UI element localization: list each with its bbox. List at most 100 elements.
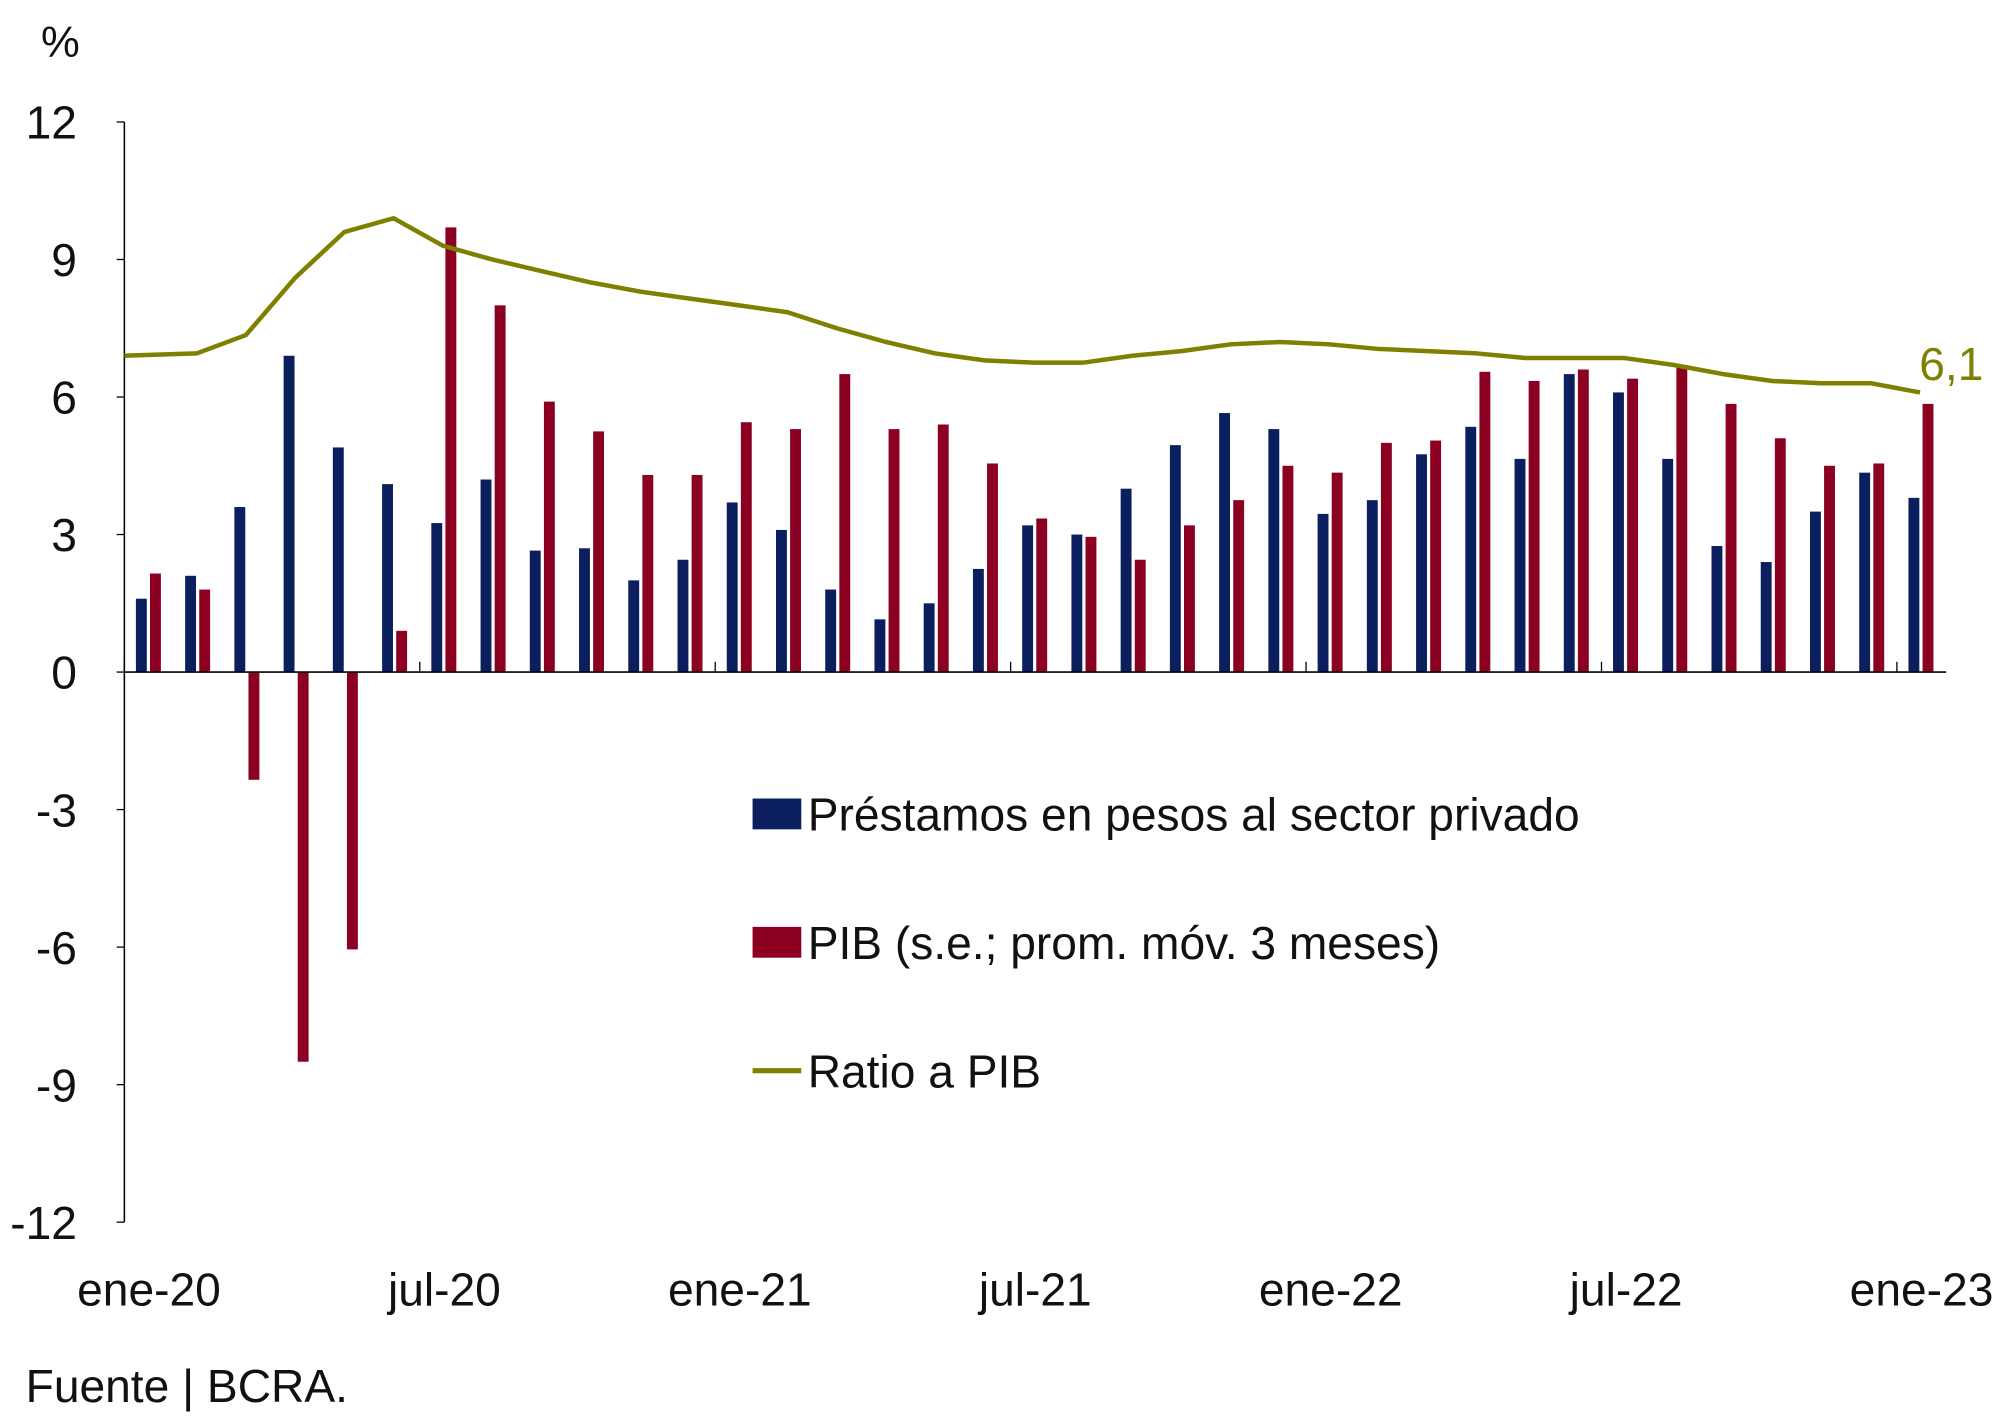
bar-prestamos bbox=[185, 575, 197, 673]
bar-pib bbox=[1282, 465, 1294, 673]
legend-swatch-pib bbox=[752, 926, 802, 958]
bar-pib bbox=[1233, 500, 1245, 673]
bar-prestamos bbox=[1120, 488, 1132, 673]
bar-prestamos bbox=[1662, 458, 1674, 673]
bar-pib bbox=[1134, 559, 1146, 673]
bar-prestamos bbox=[1760, 562, 1772, 673]
bar-prestamos bbox=[1071, 534, 1083, 673]
bar-prestamos bbox=[1268, 429, 1280, 673]
legend-label-ratio: Ratio a PIB bbox=[808, 1045, 1041, 1097]
x-tick-label: ene-22 bbox=[1259, 1264, 1403, 1316]
bar-pib bbox=[691, 474, 703, 673]
bar-pib bbox=[1922, 403, 1934, 673]
bar-pib bbox=[199, 589, 211, 673]
bar-pib bbox=[1085, 536, 1097, 673]
x-tick-label: jul-20 bbox=[386, 1264, 501, 1316]
legend-swatch-prestamos bbox=[752, 798, 802, 830]
bar-pib bbox=[937, 424, 949, 673]
bar-prestamos bbox=[1563, 374, 1575, 673]
bar-prestamos bbox=[1219, 413, 1231, 673]
bar-prestamos bbox=[825, 589, 837, 673]
bar-pib bbox=[1430, 440, 1442, 673]
x-tick-label: ene-20 bbox=[77, 1264, 221, 1316]
bar-prestamos bbox=[135, 598, 147, 673]
bar-pib bbox=[987, 463, 998, 673]
y-tick-label: -12 bbox=[10, 1197, 77, 1249]
bar-pib bbox=[396, 630, 408, 673]
y-tick-label: -6 bbox=[36, 922, 77, 974]
bars bbox=[135, 227, 1934, 1062]
bar-pib bbox=[642, 474, 654, 673]
y-axis: 12 9 6 3 0 -3 -6 -9 -12 bbox=[10, 97, 125, 1249]
bar-pib bbox=[1824, 465, 1835, 673]
bar-prestamos bbox=[579, 548, 590, 673]
bar-pib bbox=[346, 672, 358, 950]
bar-prestamos bbox=[1169, 445, 1181, 673]
x-axis: ene-20 jul-20 ene-21 jul-21 ene-22 jul-22 ene-… bbox=[77, 1264, 1993, 1316]
bar-prestamos bbox=[874, 619, 886, 673]
bar-prestamos bbox=[1514, 458, 1526, 673]
bar-prestamos bbox=[480, 479, 492, 673]
bar-prestamos bbox=[1416, 454, 1427, 673]
ratio-line-path bbox=[124, 215, 1921, 395]
bar-pib bbox=[1774, 438, 1786, 673]
ratio-line bbox=[124, 215, 1921, 395]
y-tick-label: 0 bbox=[51, 647, 77, 699]
bar-pib bbox=[1183, 525, 1195, 673]
bar-pib bbox=[790, 429, 801, 673]
bar-prestamos bbox=[775, 529, 787, 673]
bar-pib bbox=[1676, 364, 1688, 673]
last-value-annotation: 6,1 bbox=[1919, 338, 1983, 390]
y-tick-label: 3 bbox=[51, 509, 77, 561]
axes bbox=[123, 121, 1947, 1223]
bar-pib bbox=[888, 429, 900, 673]
bar-prestamos bbox=[923, 603, 935, 673]
bar-pib bbox=[1331, 472, 1343, 673]
bar-prestamos bbox=[431, 523, 443, 673]
legend: Préstamos en pesos al sector privado PIB… bbox=[752, 789, 1580, 1097]
y-tick-label: 6 bbox=[51, 372, 77, 424]
x-tick-label: jul-21 bbox=[977, 1264, 1092, 1316]
bar-pib bbox=[740, 422, 752, 673]
bar-pib bbox=[1036, 518, 1048, 673]
bar-prestamos bbox=[234, 507, 246, 673]
y-tick-label: -3 bbox=[36, 784, 77, 836]
bar-prestamos bbox=[1317, 513, 1329, 673]
bar-pib bbox=[1528, 380, 1540, 673]
bar-prestamos bbox=[1366, 500, 1378, 673]
bar-pib bbox=[1873, 463, 1885, 673]
bar-pib bbox=[1725, 403, 1737, 673]
y-tick-label: 9 bbox=[51, 234, 77, 286]
bar-prestamos bbox=[1465, 426, 1477, 673]
bar-prestamos bbox=[382, 484, 393, 673]
bar-prestamos bbox=[529, 550, 541, 673]
bar-prestamos bbox=[1022, 525, 1034, 673]
bar-pib bbox=[494, 305, 506, 673]
bar-pib bbox=[1380, 442, 1392, 673]
bar-pib bbox=[1627, 378, 1639, 673]
legend-label-pib: PIB (s.e.; prom. móv. 3 meses) bbox=[808, 917, 1440, 969]
bar-pib bbox=[248, 672, 260, 780]
y-tick-label: 12 bbox=[26, 97, 77, 149]
source-note: Fuente | BCRA. bbox=[26, 1360, 348, 1412]
bar-pib bbox=[1479, 371, 1491, 673]
bar-prestamos bbox=[283, 355, 295, 673]
bar-prestamos bbox=[1809, 511, 1821, 673]
x-tick-label: jul-22 bbox=[1568, 1264, 1683, 1316]
bar-pib bbox=[1577, 369, 1589, 673]
x-tick-label: ene-21 bbox=[668, 1264, 812, 1316]
bar-prestamos bbox=[972, 568, 984, 673]
bar-prestamos bbox=[726, 502, 738, 673]
bar-pib bbox=[297, 672, 309, 1062]
bar-prestamos bbox=[628, 580, 640, 673]
legend-label-prestamos: Préstamos en pesos al sector privado bbox=[808, 789, 1580, 841]
bar-prestamos bbox=[332, 447, 344, 673]
bar-pib bbox=[150, 573, 161, 673]
bar-prestamos bbox=[1613, 392, 1624, 673]
bar-pib bbox=[593, 431, 605, 673]
y-unit-label: % bbox=[41, 18, 80, 66]
bar-pib bbox=[445, 227, 457, 673]
y-tick-label: -9 bbox=[36, 1059, 77, 1111]
bar-prestamos bbox=[1908, 497, 1920, 673]
